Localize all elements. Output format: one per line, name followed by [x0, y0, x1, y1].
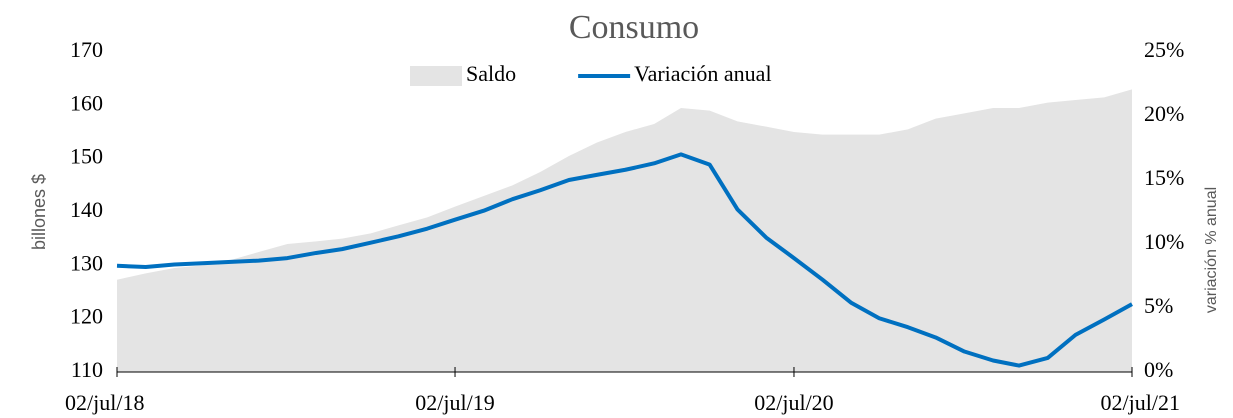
y2-tick-label: 15% — [1144, 165, 1184, 190]
y2-tick-label: 20% — [1144, 101, 1184, 126]
line — [116, 152, 1133, 368]
y-tick-label: 170 — [70, 37, 103, 62]
y-axis-label: billones $ — [29, 174, 49, 250]
x-tick-label: 02/jul/19 — [415, 390, 494, 415]
chart-title: Consumo — [569, 9, 699, 46]
y-tick-label: 130 — [70, 250, 103, 275]
x-tick-label: 02/jul/21 — [1101, 390, 1180, 415]
y2-tick-label: 5% — [1144, 293, 1173, 318]
y2-tick-label: 0% — [1144, 357, 1173, 382]
x-tick-label: 02/jul/20 — [754, 390, 833, 415]
y-tick-label: 160 — [70, 90, 103, 115]
y-tick-label: 150 — [70, 144, 103, 169]
y2-tick-label: 25% — [1144, 37, 1184, 62]
legend-swatch — [410, 66, 462, 86]
y-tick-label: 120 — [70, 304, 103, 329]
legend-label: Variación anual — [634, 61, 771, 86]
x-tick-label: 02/jul/18 — [65, 390, 144, 415]
y-tick-label: 110 — [71, 357, 103, 382]
y2-axis-label: variación % anual — [1203, 187, 1220, 313]
y2-tick-label: 10% — [1144, 229, 1184, 254]
legend-label: Saldo — [466, 61, 516, 86]
area — [117, 89, 1132, 372]
y-tick-label: 140 — [70, 197, 103, 222]
